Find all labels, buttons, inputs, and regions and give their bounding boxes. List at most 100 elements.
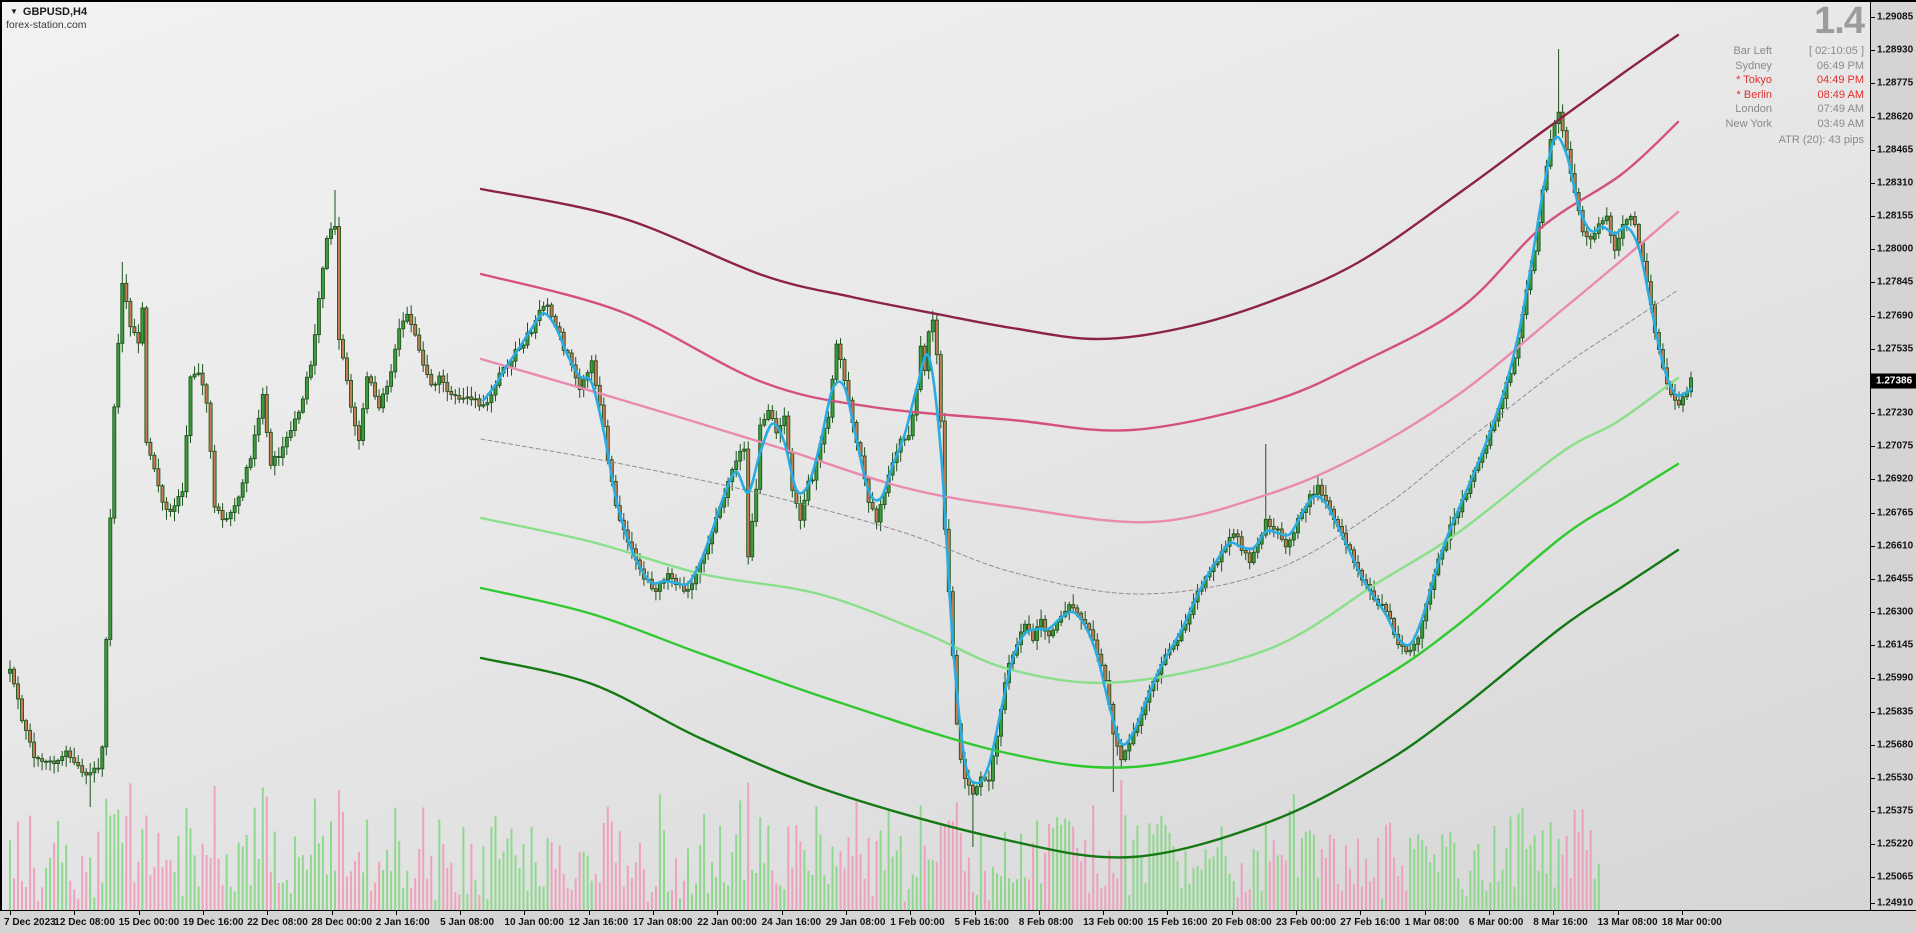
lower-band-2 (479, 462, 1680, 769)
price-axis[interactable]: 1.29085 1.28930 1.28775 1.28620 1.28465 1.283… (1870, 2, 1916, 910)
price-tick (1871, 83, 1875, 85)
time-tick (717, 911, 719, 915)
price-tick (1871, 744, 1875, 746)
time-tick (1103, 911, 1105, 915)
symbol-header[interactable]: ▼ GBPUSD,H4 (10, 6, 87, 18)
price-axis-label: 1.26920 (1877, 473, 1914, 485)
session-time: [ 02:10:05 ] (1808, 45, 1864, 57)
time-axis-label: 27 Feb 16:00 (1340, 917, 1401, 928)
symbol-dropdown-icon[interactable]: ▼ (10, 7, 18, 16)
price-axis-label: 1.26300 (1877, 606, 1914, 618)
time-tick (138, 911, 140, 915)
price-tick (1871, 777, 1875, 779)
time-tick (331, 911, 333, 915)
price-tick (1871, 512, 1875, 514)
time-tick (10, 911, 11, 915)
time-axis-label: 13 Feb 00:00 (1083, 917, 1144, 928)
time-tick (395, 911, 397, 915)
chart-plot-area[interactable]: ▼ GBPUSD,H4 forex-station.com (2, 2, 1870, 910)
ma-line (482, 135, 1693, 785)
current-price-tag: 1.27386 (1871, 373, 1916, 389)
price-tick (1871, 578, 1875, 580)
time-axis-label: 10 Jan 00:00 (504, 917, 564, 928)
price-tick (1871, 545, 1875, 547)
price-chart-canvas[interactable] (2, 2, 1870, 910)
session-name: Sydney (1735, 59, 1772, 72)
time-tick (588, 911, 590, 915)
session-name: London (1735, 103, 1772, 116)
price-tick (1871, 844, 1875, 846)
time-axis-label: 24 Jan 16:00 (761, 917, 822, 928)
time-tick (1296, 911, 1297, 915)
time-axis-label: 17 Jan 08:00 (633, 917, 693, 928)
price-tick (1871, 149, 1875, 151)
lower-band-3 (479, 548, 1680, 859)
time-axis-label: 8 Mar 16:00 (1533, 917, 1588, 928)
price-tick (1871, 645, 1875, 647)
price-tick (1871, 877, 1875, 879)
price-tick (1871, 711, 1875, 713)
time-axis-label: 29 Jan 08:00 (825, 917, 886, 928)
price-axis-label: 1.28775 (1877, 77, 1914, 89)
time-axis-label: 5 Feb 16:00 (954, 917, 1009, 928)
price-tick (1871, 413, 1875, 414)
time-axis-label: 15 Feb 16:00 (1147, 917, 1208, 928)
upper-band-2 (479, 120, 1680, 432)
time-axis-label: 5 Jan 08:00 (440, 917, 495, 928)
band-multiplier-value: 1.4 (1814, 0, 1865, 42)
price-tick (1871, 50, 1875, 52)
time-axis-label: 7 Dec 2023 (4, 917, 56, 928)
time-axis-label: 6 Mar 00:00 (1468, 917, 1524, 928)
session-clock-row: London 07:49 AM (1634, 102, 1864, 117)
price-tick (1871, 249, 1875, 251)
price-axis-label: 1.29085 (1877, 11, 1914, 23)
price-axis-label: 1.25530 (1877, 772, 1914, 784)
price-tick (1871, 479, 1875, 481)
price-axis-label: 1.25065 (1877, 871, 1914, 883)
price-axis-label: 1.27075 (1877, 440, 1914, 452)
price-axis-label: 1.26610 (1877, 540, 1914, 552)
time-axis-label: 20 Feb 08:00 (1211, 917, 1272, 928)
watermark-text: forex-station.com (6, 19, 87, 31)
price-axis-label: 1.27845 (1877, 276, 1914, 288)
time-tick (845, 911, 847, 915)
session-name: Bar Left (1733, 45, 1772, 57)
price-axis-label: 1.25990 (1877, 672, 1914, 684)
time-tick (653, 911, 654, 915)
symbol-label: GBPUSD,H4 (22, 6, 88, 18)
price-tick (1871, 678, 1875, 680)
moving-average (482, 135, 1693, 785)
session-clock-row: Bar Left [ 02:10:05 ] (1634, 44, 1864, 59)
time-axis[interactable]: 7 Dec 2023 12 Dec 08:00 15 Dec 00:00 19 Dec… (0, 910, 1916, 933)
time-tick (267, 911, 269, 915)
price-axis-label: 1.28000 (1877, 243, 1914, 255)
session-name: * Tokyo (1736, 74, 1772, 87)
time-axis-label: 8 Feb 08:00 (1018, 917, 1074, 928)
price-tick (1871, 182, 1875, 184)
time-axis-label: 1 Mar 08:00 (1404, 917, 1460, 928)
time-tick (202, 911, 204, 915)
session-name: New York (1725, 117, 1772, 130)
price-axis-label: 1.25835 (1877, 706, 1914, 717)
price-axis-label: 1.26765 (1877, 507, 1914, 518)
market-sessions-panel: Bar Left[ 02:10:05 ] Sydney 06:49 PM * Toky… (1634, 44, 1864, 147)
session-name: * Berlin (1736, 88, 1772, 101)
session-clock-row: * Tokyo 04:49 PM (1634, 73, 1864, 88)
time-axis-label: 23 Feb 00:00 (1276, 917, 1337, 928)
time-tick (1167, 911, 1169, 915)
time-axis-label: 12 Jan 16:00 (568, 917, 629, 928)
time-tick (1681, 911, 1683, 915)
candlesticks (8, 111, 1693, 795)
session-time: 03:49 AM (1817, 117, 1864, 130)
price-axis-label: 1.28620 (1877, 111, 1914, 122)
candle-wicks (9, 49, 1692, 847)
price-axis-label: 1.26145 (1877, 639, 1914, 651)
time-axis-label: 18 Mar 00:00 (1661, 917, 1722, 928)
time-tick (1424, 911, 1426, 915)
price-tick (1871, 348, 1875, 350)
session-clock-rows: Bar Left[ 02:10:05 ] Sydney 06:49 PM * Toky… (1634, 44, 1864, 132)
price-tick (1871, 811, 1875, 812)
lower-band-1 (479, 376, 1680, 685)
price-axis-label: 1.28310 (1877, 177, 1914, 189)
time-axis-label: 15 Dec 00:00 (118, 917, 180, 928)
